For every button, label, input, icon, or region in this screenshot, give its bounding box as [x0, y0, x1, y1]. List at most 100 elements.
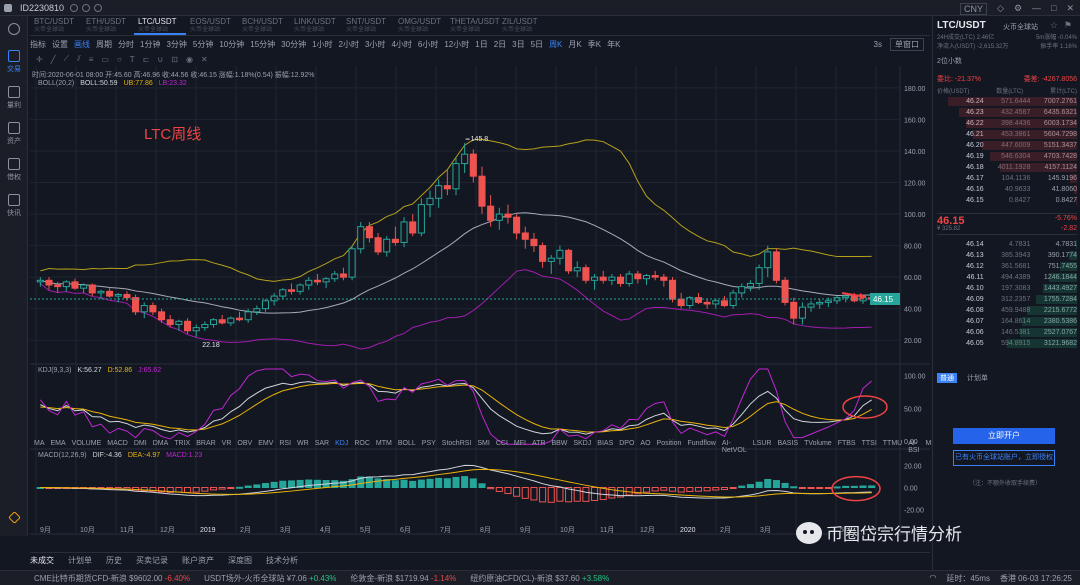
- indicator-tab-18[interactable]: PSY: [421, 440, 436, 447]
- indicator-tab-33[interactable]: BASIS: [777, 440, 799, 447]
- symbol-tab-6[interactable]: SNT/USDT 火币全球站: [342, 16, 394, 35]
- bottom-tab-4[interactable]: 账户资产: [182, 556, 214, 565]
- period-20[interactable]: 年K: [607, 39, 621, 49]
- circle-tool-icon[interactable]: ○: [116, 54, 122, 64]
- measure-tool-icon[interactable]: ⊏: [142, 54, 150, 64]
- period-12[interactable]: 12小时: [444, 39, 470, 49]
- indicator-tab-2[interactable]: VOLUME: [71, 440, 102, 447]
- orderbook-row[interactable]: 46.22 398.4436 6003.1734: [937, 118, 1077, 129]
- indicator-tab-31[interactable]: AI-NetVOL: [721, 440, 747, 454]
- symbol-tab-7[interactable]: OMG/USDT 火币全球站: [394, 16, 446, 35]
- orderbook-row[interactable]: 46.16 40.9633 41.8060: [937, 184, 1077, 195]
- draw-button[interactable]: 画线: [74, 39, 90, 49]
- orderbook-row[interactable]: 46.15 0.8427 0.8427: [937, 195, 1077, 206]
- status-item-1[interactable]: USDT场外-火币全球站 ¥7.06 +0.43%: [204, 573, 336, 584]
- zoom-level[interactable]: 3s: [873, 39, 882, 49]
- indicator-tab-13[interactable]: SAR: [314, 440, 330, 447]
- rect-tool-icon[interactable]: ▭: [101, 54, 109, 64]
- bottom-tab-1[interactable]: 计划单: [68, 556, 92, 565]
- period-5[interactable]: 15分钟: [250, 39, 276, 49]
- status-item-0[interactable]: CME比特币期货CFD-新浪 $9602.00 -6.40%: [34, 573, 190, 584]
- indicator-tab-23[interactable]: ATR: [531, 440, 546, 447]
- indicator-tab-3[interactable]: MACD: [107, 440, 128, 447]
- fib-tool-icon[interactable]: ≡: [88, 54, 94, 64]
- indicator-tab-28[interactable]: AO: [640, 440, 651, 447]
- tab-normal[interactable]: 普通: [937, 373, 957, 383]
- favorite-icon[interactable]: ☆: [1049, 20, 1058, 30]
- orderbook-row[interactable]: 46.17 104.1136 145.9196: [937, 173, 1077, 184]
- orderbook-row[interactable]: 46.07 164.8614 2380.5386: [937, 316, 1077, 327]
- orderbook-row[interactable]: 46.21 453.3861 5604.7298: [937, 129, 1077, 140]
- symbol-tab-4[interactable]: BCH/USDT 火币全球站: [238, 16, 290, 35]
- period-1[interactable]: 1分钟: [140, 39, 161, 49]
- indicator-tab-32[interactable]: LSUR: [752, 440, 772, 447]
- depth-select[interactable]: 2位小数: [937, 58, 962, 65]
- indicator-tab-38[interactable]: AI-BSI: [908, 440, 920, 454]
- indicator-tab-9[interactable]: OBV: [237, 440, 253, 447]
- alert-icon[interactable]: ⚑: [1063, 20, 1072, 30]
- indicator-tab-25[interactable]: SKDJ: [573, 440, 592, 447]
- notification-icon[interactable]: ◇: [997, 3, 1004, 13]
- orderbook-row[interactable]: 46.13 385.3943 390.1774: [937, 250, 1077, 261]
- orderbook-row[interactable]: 46.24 571.6444 7007.2761: [937, 96, 1077, 107]
- period-14[interactable]: 2日: [493, 39, 507, 49]
- bottom-tab-6[interactable]: 技术分析: [266, 556, 298, 565]
- orderbook-row[interactable]: 46.11 494.4389 1246.1844: [937, 272, 1077, 283]
- ray-tool-icon[interactable]: ⟋: [63, 54, 70, 63]
- period-3[interactable]: 5分钟: [192, 39, 214, 49]
- orderbook-row[interactable]: 46.12 361.5681 751.7455: [937, 261, 1077, 272]
- indicator-tab-0[interactable]: MA: [34, 440, 45, 447]
- indicator-tab-8[interactable]: VR: [221, 440, 232, 447]
- symbol-tab-9[interactable]: ZIL/USDT 火币全球站: [498, 16, 550, 35]
- authorize-button[interactable]: 已有火币全球站账户，立即授权: [953, 450, 1055, 466]
- period-16[interactable]: 5日: [530, 39, 544, 49]
- crosshair-icon[interactable]: ✛: [36, 54, 43, 64]
- orderbook-row[interactable]: 46.23 432.4587 6435.6321: [937, 107, 1077, 118]
- indicator-tab-22[interactable]: MFI: [513, 440, 526, 447]
- period-17[interactable]: 周K: [549, 39, 563, 49]
- text-tool-icon[interactable]: T: [129, 54, 135, 64]
- period-7[interactable]: 1小时: [312, 39, 333, 49]
- bottom-tab-3[interactable]: 买卖记录: [136, 556, 168, 565]
- orderbook-row[interactable]: 46.20 447.6009 5151.3437: [937, 140, 1077, 151]
- symbol-tab-0[interactable]: BTC/USDT 火币全球站: [30, 16, 82, 35]
- orderbook-row[interactable]: 46.06 146.5381 2527.0767: [937, 327, 1077, 338]
- indicator-tab-17[interactable]: BOLL: [397, 440, 416, 447]
- period-10[interactable]: 4小时: [391, 39, 412, 49]
- indicator-tab-27[interactable]: DPO: [619, 440, 635, 447]
- indicator-tab-7[interactable]: BRAR: [196, 440, 216, 447]
- orderbook-row[interactable]: 46.09 312.2357 1755.7284: [937, 294, 1077, 305]
- symbol-tab-3[interactable]: EOS/USDT 火币全球站: [186, 16, 238, 35]
- orderbook-row[interactable]: 46.14 4.7831 4.7831: [937, 239, 1077, 250]
- minimize-button[interactable]: —: [1032, 3, 1042, 13]
- status-item-3[interactable]: 纽约原油CFD(CL)-新浪 $37.60 +3.58%: [470, 573, 609, 584]
- magnet-icon[interactable]: ∪: [157, 54, 164, 64]
- indicator-tab-26[interactable]: BIAS: [597, 440, 614, 447]
- orderbook-row[interactable]: 46.19 546.6304 4703.7428: [937, 151, 1077, 162]
- indicator-tab-12[interactable]: WR: [297, 440, 309, 447]
- indicator-tab-20[interactable]: SMI: [477, 440, 490, 447]
- nav-item-2[interactable]: 资产: [0, 116, 28, 152]
- status-item-2[interactable]: 伦敦金-新浪 $1719.94 -1.14%: [350, 573, 456, 584]
- layout-select[interactable]: 单窗口: [890, 37, 924, 51]
- forward-icon[interactable]: [94, 3, 103, 12]
- bottom-tab-2[interactable]: 历史: [106, 556, 122, 565]
- bottom-tab-0[interactable]: 未成交: [30, 556, 54, 565]
- symbol-tab-5[interactable]: LINK/USDT 火币全球站: [290, 16, 342, 35]
- back-icon[interactable]: [82, 3, 91, 12]
- period-8[interactable]: 2小时: [338, 39, 359, 49]
- orderbook-row[interactable]: 46.08 459.9488 2215.6772: [937, 305, 1077, 316]
- eye-icon[interactable]: ◉: [185, 54, 193, 64]
- orderbook-row[interactable]: 46.18 4011.1928 4157.1124: [937, 162, 1077, 173]
- indicator-tab-30[interactable]: Fundflow: [687, 440, 716, 447]
- channel-tool-icon[interactable]: ⫽: [77, 54, 81, 63]
- symbol-tab-1[interactable]: ETH/USDT 火币全球站: [82, 16, 134, 35]
- indicator-tab-21[interactable]: CCI: [495, 440, 508, 447]
- period-6[interactable]: 30分钟: [281, 39, 307, 49]
- indicator-tab-5[interactable]: DMA: [152, 440, 169, 447]
- bottom-tab-5[interactable]: 深度图: [228, 556, 252, 565]
- indicator-tab-15[interactable]: ROC: [354, 440, 370, 447]
- currency-select[interactable]: CNY: [960, 3, 988, 15]
- indicator-tab-10[interactable]: EMV: [258, 440, 274, 447]
- close-button[interactable]: ✕: [1066, 3, 1074, 13]
